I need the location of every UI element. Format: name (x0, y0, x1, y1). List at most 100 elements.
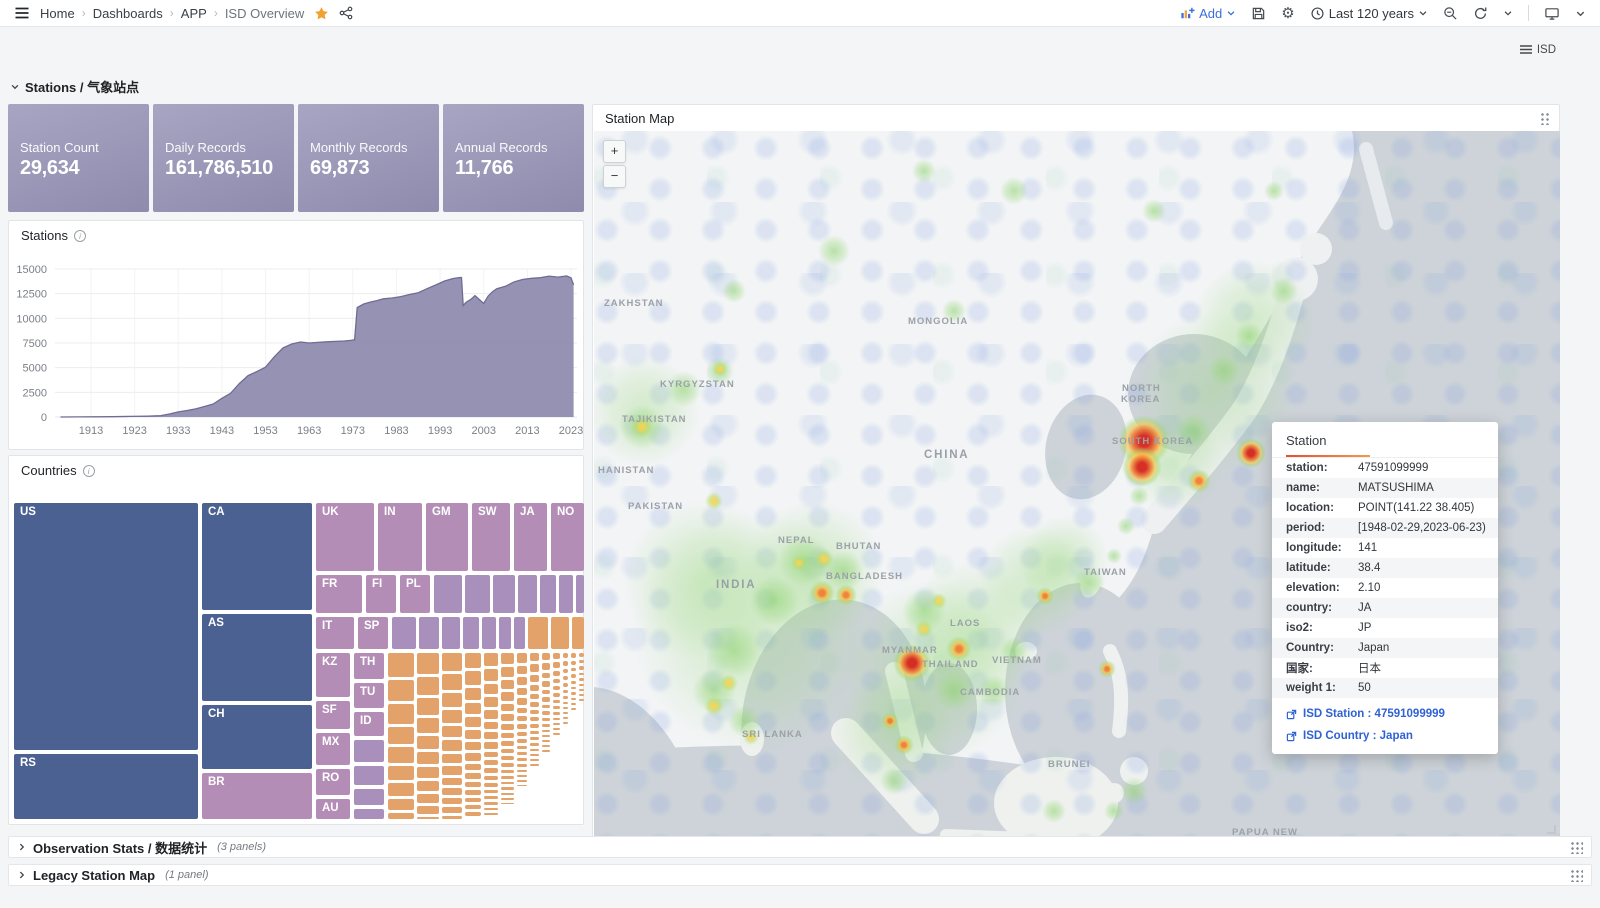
breadcrumb-app[interactable]: APP (180, 5, 207, 21)
treemap-cell[interactable] (484, 653, 499, 667)
breadcrumb-dashboards[interactable]: Dashboards (92, 5, 163, 21)
treemap-cell[interactable] (516, 752, 528, 756)
treemap-cell[interactable] (530, 764, 540, 766)
treemap-cell[interactable] (579, 684, 584, 687)
treemap-cell[interactable] (417, 752, 440, 765)
treemap-cell[interactable] (464, 687, 482, 701)
treemap-cell-ro[interactable]: RO (316, 769, 350, 795)
treemap-cell[interactable] (516, 769, 528, 772)
row-header-stations[interactable]: Stations / 气象站点 (10, 77, 139, 96)
treemap-cell[interactable] (552, 678, 560, 684)
treemap-cell[interactable] (552, 733, 560, 735)
treemap-cell-br[interactable]: BR (202, 773, 312, 819)
treemap-cell[interactable] (484, 782, 499, 787)
treemap-cell[interactable] (484, 742, 499, 749)
treemap-cell[interactable] (562, 712, 569, 715)
treemap-cell[interactable] (388, 679, 414, 702)
treemap-cell[interactable] (516, 739, 528, 743)
treemap-cell-gm[interactable]: GM (426, 503, 468, 571)
treemap-cell[interactable] (464, 798, 482, 803)
treemap-cell[interactable] (552, 728, 560, 731)
treemap-cell[interactable] (516, 764, 528, 767)
panel-drag-handle-icon[interactable] (1540, 111, 1549, 125)
treemap-cell[interactable] (501, 775, 514, 779)
treemap-cell[interactable] (442, 798, 462, 805)
treemap-cell-tu[interactable]: TU (354, 683, 384, 708)
treemap-cell-pl[interactable]: PL (400, 575, 430, 613)
treemap-cell[interactable] (442, 692, 462, 707)
treemap-cell[interactable] (484, 813, 499, 816)
treemap-cell-ca[interactable]: CA (202, 503, 312, 610)
zoom-out-time-icon[interactable] (1443, 6, 1458, 21)
treemap-cell-uk[interactable]: UK (316, 503, 374, 571)
refresh-icon[interactable] (1473, 6, 1488, 21)
treemap-cell[interactable] (530, 674, 540, 682)
treemap-cell[interactable] (463, 617, 479, 649)
treemap-cell[interactable] (552, 699, 560, 704)
treemap-cell[interactable] (530, 684, 540, 691)
treemap-cell[interactable] (501, 653, 514, 665)
treemap-cell[interactable] (542, 663, 550, 670)
treemap-cell[interactable] (552, 653, 560, 660)
treemap-cell[interactable] (552, 662, 560, 668)
treemap-cell[interactable] (484, 760, 499, 766)
collapse-toolbar-chevron[interactable] (1575, 8, 1586, 19)
treemap-cell[interactable] (388, 783, 414, 796)
treemap-cell[interactable] (530, 693, 540, 700)
treemap-cell[interactable] (442, 807, 462, 813)
info-icon[interactable]: i (82, 464, 95, 477)
treemap-cell[interactable] (484, 709, 499, 719)
treemap-cell[interactable] (542, 717, 550, 721)
treemap-cell[interactable] (484, 801, 499, 805)
treemap-cell[interactable] (530, 759, 540, 762)
treemap-cell[interactable] (571, 692, 577, 695)
treemap-cell[interactable] (442, 788, 462, 796)
treemap-cell[interactable] (388, 704, 414, 724)
treemap-cell[interactable] (571, 686, 577, 690)
treemap-cell[interactable] (464, 782, 482, 788)
treemap-cell[interactable] (417, 816, 440, 819)
treemap-cell[interactable] (579, 666, 584, 670)
treemap-cell[interactable] (542, 681, 550, 687)
treemap-cell[interactable] (516, 779, 528, 782)
treemap-cell[interactable] (484, 669, 499, 681)
countries-panel-title[interactable]: Countries (21, 463, 77, 478)
treemap-cell[interactable] (530, 717, 540, 722)
tooltip-data-link[interactable]: ISD Station : 47591099999 (1286, 708, 1498, 720)
treemap-cell[interactable] (482, 617, 496, 649)
refresh-interval-dropdown[interactable] (1503, 8, 1513, 18)
treemap-cell[interactable] (354, 740, 384, 762)
treemap-cell[interactable] (501, 748, 514, 754)
treemap-cell[interactable] (442, 725, 462, 738)
treemap-cell[interactable] (571, 702, 577, 705)
treemap-cell-sw[interactable]: SW (472, 503, 510, 571)
share-icon[interactable] (339, 6, 353, 20)
treemap-cell[interactable] (464, 790, 482, 796)
treemap-cell[interactable] (571, 680, 577, 684)
treemap-cell[interactable] (484, 751, 499, 758)
map-panel-title[interactable]: Station Map (605, 110, 675, 126)
treemap-cell[interactable] (501, 732, 514, 739)
treemap-cell[interactable] (501, 787, 514, 790)
treemap-cell[interactable] (562, 683, 569, 687)
treemap-cell[interactable] (530, 743, 540, 746)
treemap-cell[interactable] (417, 767, 440, 779)
treemap-cell[interactable] (417, 781, 440, 792)
treemap-cell[interactable] (417, 653, 440, 674)
treemap-cell[interactable] (530, 737, 540, 741)
treemap-cell[interactable] (442, 673, 462, 690)
row-header-observation-stats[interactable]: Observation Stats / 数据统计 (3 panels) (8, 836, 1592, 858)
treemap-cell[interactable] (542, 672, 550, 679)
add-panel-button[interactable]: Add (1180, 6, 1236, 21)
treemap-cell[interactable] (559, 575, 573, 613)
treemap-cell[interactable] (484, 768, 499, 773)
treemap-cell[interactable] (552, 670, 560, 676)
treemap-cell[interactable] (417, 698, 440, 715)
treemap-cell-no[interactable]: NO (551, 503, 584, 571)
treemap-cell-ja[interactable]: JA (514, 503, 547, 571)
treemap-cell[interactable] (417, 717, 440, 733)
treemap-cell[interactable] (484, 795, 499, 799)
treemap-cell[interactable] (579, 678, 584, 682)
treemap-cell[interactable] (579, 672, 584, 676)
treemap-cell[interactable] (465, 575, 490, 613)
